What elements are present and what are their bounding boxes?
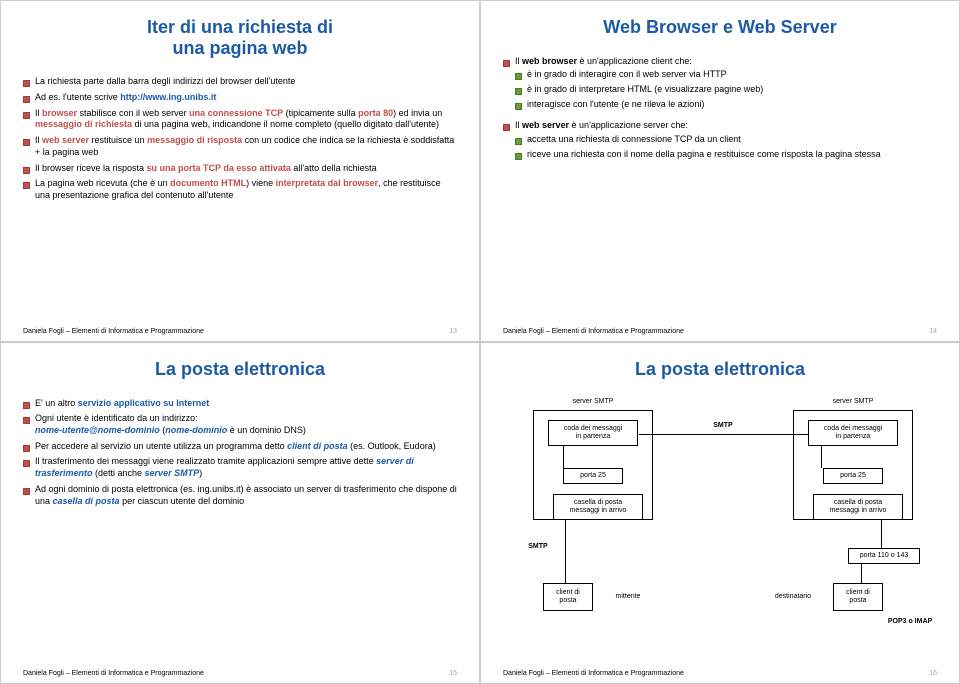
list-item: E' un altro servizio applicativo su Inte…: [23, 398, 457, 410]
list-item: interagisce con l'utente (e ne rileva le…: [515, 99, 937, 111]
slide-footer: Daniela Fogli – Elementi di Informatica …: [23, 325, 457, 335]
list-item: riceve una richiesta con il nome della p…: [515, 149, 937, 161]
left-port25: porta 25: [563, 468, 623, 484]
list-item: Ad ogni dominio di posta elettronica (es…: [23, 484, 457, 507]
arrow: [563, 446, 564, 468]
list-item: è in grado di interpretare HTML (e visua…: [515, 84, 937, 96]
list-item: Il browser stabilisce con il web server …: [23, 108, 457, 131]
list-item: Per accedere al servizio un utente utili…: [23, 441, 457, 453]
list-item: Ad es. l'utente scrive http://www.ing.un…: [23, 92, 457, 104]
footer-author: Daniela Fogli – Elementi di Informatica …: [503, 670, 684, 677]
slide-title: Web Browser e Web Server: [503, 17, 937, 38]
right-client: client diposta: [833, 583, 883, 611]
left-mailbox: casella di postamessaggi in arrivo: [553, 494, 643, 520]
page-number: 13: [449, 328, 457, 335]
arrow: [881, 520, 882, 548]
slide-title: La posta elettronica: [503, 359, 937, 380]
right-mailbox: casella di postamessaggi in arrivo: [813, 494, 903, 520]
bullet-list: La richiesta parte dalla barra degli ind…: [23, 76, 457, 201]
bullet-list: Il web browser è un'applicazione client …: [503, 56, 937, 161]
page-number: 14: [929, 328, 937, 335]
list-item: è in grado di interagire con il web serv…: [515, 69, 937, 81]
label-smtp: SMTP: [698, 422, 748, 430]
slide-browser-server: Web Browser e Web Server Il web browser …: [480, 0, 960, 342]
bullet-list: E' un altro servizio applicativo su Inte…: [23, 398, 457, 508]
label-server-smtp: server SMTP: [803, 398, 903, 406]
list-item: Il web browser è un'applicazione client …: [503, 56, 937, 111]
arrow: [639, 434, 821, 435]
left-queue: coda dei messaggiin partenza: [548, 420, 638, 446]
slide-posta-2: La posta elettronica server SMTP coda de…: [480, 342, 960, 684]
slide-content: Il web browser è un'applicazione client …: [503, 56, 937, 325]
slide-iter-richiesta: Iter di una richiesta diuna pagina web L…: [0, 0, 480, 342]
slide-content: E' un altro servizio applicativo su Inte…: [23, 398, 457, 667]
page-number: 16: [929, 670, 937, 677]
footer-author: Daniela Fogli – Elementi di Informatica …: [503, 328, 684, 335]
footer-author: Daniela Fogli – Elementi di Informatica …: [23, 670, 204, 677]
port110: porta 110 o 143: [848, 548, 920, 564]
slide-title: La posta elettronica: [23, 359, 457, 380]
list-item: La richiesta parte dalla barra degli ind…: [23, 76, 457, 88]
footer-author: Daniela Fogli – Elementi di Informatica …: [23, 328, 204, 335]
arrow: [565, 520, 566, 583]
slide-footer: Daniela Fogli – Elementi di Informatica …: [23, 667, 457, 677]
sub-list: è in grado di interagire con il web serv…: [515, 69, 937, 110]
label-server-smtp: server SMTP: [543, 398, 643, 406]
slide-title: Iter di una richiesta diuna pagina web: [23, 17, 457, 58]
slide-posta-1: La posta elettronica E' un altro servizi…: [0, 342, 480, 684]
label-recipient: destinatario: [763, 593, 823, 601]
right-port25: porta 25: [823, 468, 883, 484]
left-client: client diposta: [543, 583, 593, 611]
list-item: Il trasferimento dei messaggi viene real…: [23, 456, 457, 479]
smtp-diagram: server SMTP coda dei messaggiin partenza…: [503, 398, 937, 638]
list-item: Il web server è un'applicazione server c…: [503, 120, 937, 160]
list-item: Il web server restituisce un messaggio d…: [23, 135, 457, 158]
label-pop: POP3 o IMAP: [875, 618, 945, 626]
list-item: accetta una richiesta di connessione TCP…: [515, 134, 937, 146]
right-queue: coda dei messaggiin partenza: [808, 420, 898, 446]
label-sender: mittente: [603, 593, 653, 601]
slide-content: La richiesta parte dalla barra degli ind…: [23, 76, 457, 325]
label-smtp: SMTP: [518, 543, 558, 551]
list-item: La pagina web ricevuta (che è un documen…: [23, 178, 457, 201]
slide-footer: Daniela Fogli – Elementi di Informatica …: [503, 667, 937, 677]
page-number: 15: [449, 670, 457, 677]
arrow: [861, 564, 862, 583]
slide-footer: Daniela Fogli – Elementi di Informatica …: [503, 325, 937, 335]
list-item: Il browser riceve la risposta su una por…: [23, 163, 457, 175]
sub-list: accetta una richiesta di connessione TCP…: [515, 134, 937, 160]
list-item: Ogni utente è identificato da un indiriz…: [23, 413, 457, 436]
slide-content: server SMTP coda dei messaggiin partenza…: [503, 398, 937, 667]
